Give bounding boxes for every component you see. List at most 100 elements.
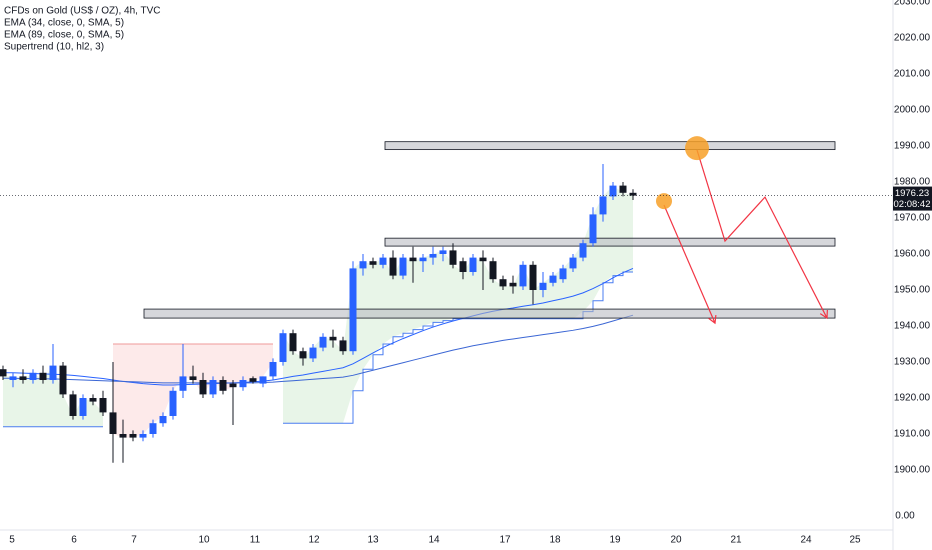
price-zone xyxy=(384,237,836,247)
candle-body xyxy=(449,250,457,265)
legend-supertrend: Supertrend (10, hl2, 3) xyxy=(4,42,104,53)
marker-circle xyxy=(685,136,709,161)
candle-body xyxy=(419,257,427,262)
candle-body xyxy=(159,415,167,424)
x-tick-label: 24 xyxy=(800,535,812,546)
candle-body xyxy=(499,279,507,287)
candle-body xyxy=(109,412,117,434)
y-tick-label: 1950.00 xyxy=(894,285,931,296)
candle-body xyxy=(329,336,337,341)
candle-body xyxy=(249,378,257,382)
candle-body xyxy=(539,282,547,291)
price-zone xyxy=(143,308,836,319)
candle-body xyxy=(49,365,57,380)
x-tick-label: 18 xyxy=(549,535,561,546)
supertrend-fill xyxy=(283,185,633,424)
ema-line xyxy=(3,314,634,384)
y-tick-label: 1930.00 xyxy=(894,357,931,368)
candle-body xyxy=(439,250,447,255)
candle-body xyxy=(59,365,67,395)
candle-body xyxy=(459,261,467,273)
legend-ema34: EMA (34, close, 0, SMA, 5) xyxy=(4,18,124,29)
candle-body xyxy=(399,257,407,276)
candle-body xyxy=(369,261,377,265)
y-tick-label: 1990.00 xyxy=(894,141,931,152)
candle-body xyxy=(549,275,557,283)
candle-body xyxy=(289,333,297,352)
candle-body xyxy=(169,390,177,416)
y-tick-label: 1980.00 xyxy=(894,177,931,188)
marker-circle xyxy=(656,193,672,210)
x-tick-label: 20 xyxy=(670,535,682,546)
x-tick-label: 13 xyxy=(367,535,379,546)
candle-body xyxy=(199,379,207,395)
y-tick-label: 2000.00 xyxy=(894,105,931,116)
candle-body xyxy=(259,376,267,384)
candle-body xyxy=(529,264,537,291)
plot-area xyxy=(0,136,893,463)
candle-body xyxy=(129,433,137,438)
price-zone xyxy=(384,141,836,151)
candle-body xyxy=(119,433,127,438)
candle-body xyxy=(309,347,317,359)
y-tick-label: 2030.00 xyxy=(894,0,931,8)
countdown-label: 02:08:42 xyxy=(894,199,931,210)
legend-ema89: EMA (89, close, 0, SMA, 5) xyxy=(4,30,124,41)
candle-body xyxy=(479,257,487,262)
legend-title: CFDs on Gold (US$ / OZ), 4h, TVC xyxy=(4,6,161,17)
y-tick-label: 1970.00 xyxy=(894,213,931,224)
x-tick-label: 6 xyxy=(71,535,77,546)
y-tick-label: 2020.00 xyxy=(894,33,931,44)
x-tick-label: 5 xyxy=(9,535,15,546)
y-tick-label: 1940.00 xyxy=(894,321,931,332)
axes: 1900.001910.001920.001930.001940.001950.… xyxy=(9,0,932,546)
candle-body xyxy=(629,192,637,196)
last-price-label: 1976.23 xyxy=(895,188,929,199)
candle-body xyxy=(519,264,527,287)
supertrend-fill xyxy=(3,365,103,427)
volume-scale-label: 0.00 xyxy=(895,511,915,522)
candle-body xyxy=(279,333,287,362)
candle-body xyxy=(379,257,387,265)
legend: CFDs on Gold (US$ / OZ), 4h, TVC EMA (34… xyxy=(4,6,161,53)
y-tick-label: 1910.00 xyxy=(894,429,931,440)
candle-body xyxy=(509,282,517,287)
candle-body xyxy=(89,397,97,402)
candle-body xyxy=(599,196,607,215)
candle-body xyxy=(219,379,227,391)
x-tick-label: 10 xyxy=(198,535,210,546)
x-tick-label: 14 xyxy=(428,535,440,546)
candle-body xyxy=(389,257,397,276)
candle-body xyxy=(39,372,47,380)
candle-body xyxy=(359,261,367,269)
candle-body xyxy=(579,243,587,258)
candle-body xyxy=(489,261,497,280)
y-tick-label: 1960.00 xyxy=(894,249,931,260)
candle-body xyxy=(409,257,417,262)
candle-body xyxy=(79,397,87,416)
candle-body xyxy=(29,372,37,380)
x-tick-label: 19 xyxy=(609,535,621,546)
candle-body xyxy=(349,268,357,352)
candle-body xyxy=(319,336,327,348)
candle-body xyxy=(0,369,7,377)
candle-body xyxy=(209,379,217,395)
candle-body xyxy=(139,433,147,438)
candle-body xyxy=(429,254,437,258)
candle-body xyxy=(619,185,627,193)
x-tick-label: 25 xyxy=(849,535,861,546)
candle-body xyxy=(299,351,307,359)
candle-body xyxy=(9,376,17,380)
x-tick-label: 21 xyxy=(730,535,742,546)
candle-body xyxy=(269,361,277,377)
last-price-box xyxy=(893,186,932,211)
ema-line xyxy=(3,267,634,386)
y-tick-label: 1900.00 xyxy=(894,465,931,476)
candle-body xyxy=(149,423,157,434)
candle-body xyxy=(339,340,347,352)
candle-body xyxy=(19,376,27,380)
candle-body xyxy=(179,376,187,391)
projection-arrow xyxy=(663,204,717,325)
candle-body xyxy=(229,383,237,388)
